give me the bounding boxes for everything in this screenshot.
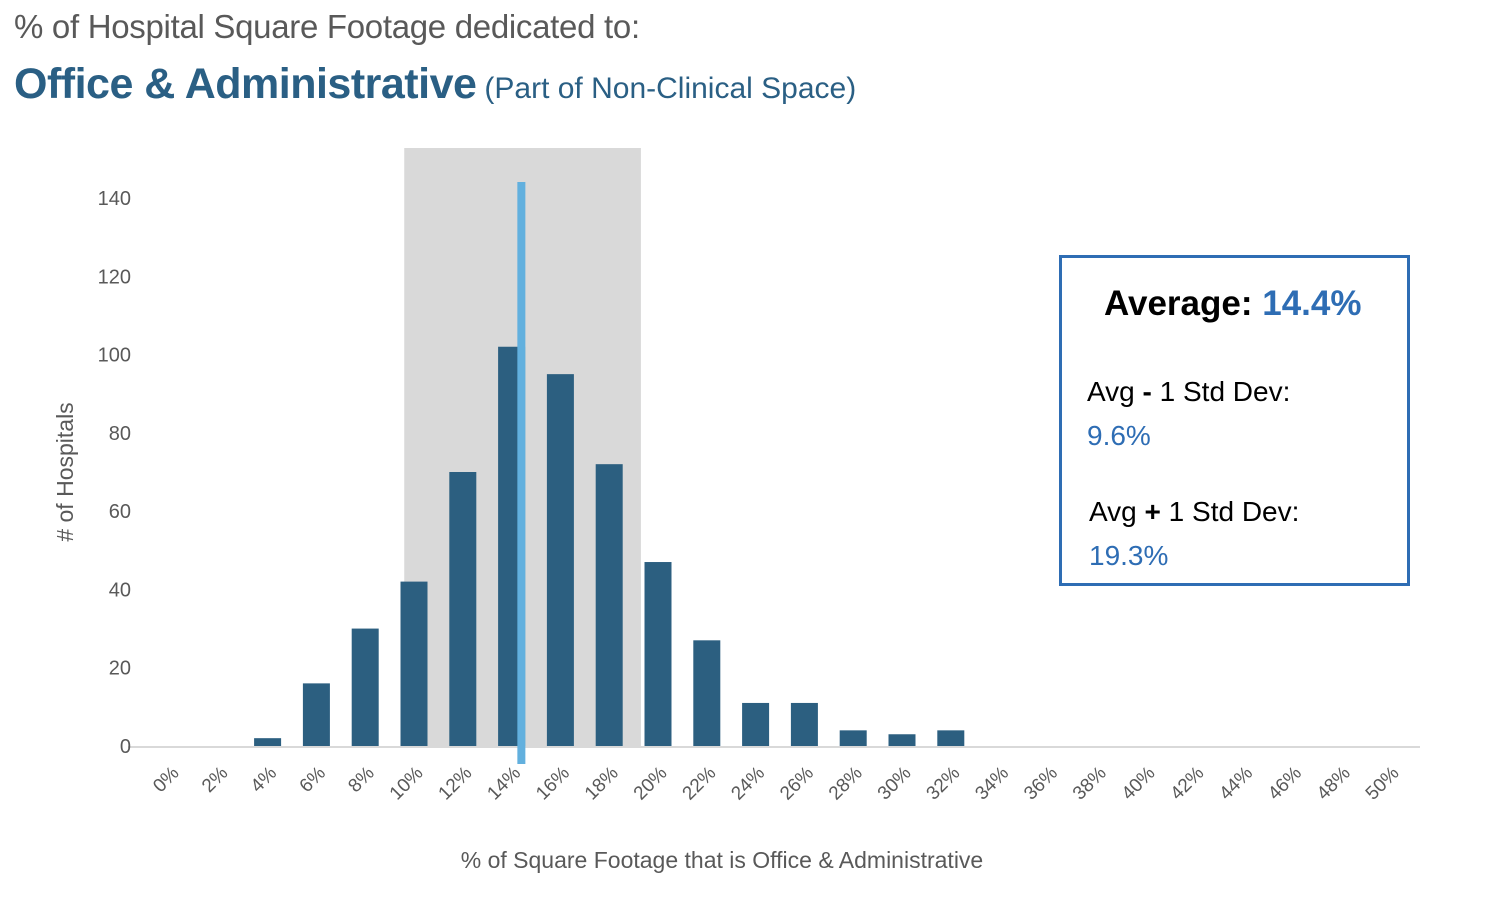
- chart-supertitle: % of Hospital Square Footage dedicated t…: [14, 8, 640, 45]
- plus-std-label-post: 1 Std Dev:: [1160, 496, 1300, 527]
- x-tick-label: 26%: [776, 763, 818, 805]
- x-axis-title: % of Square Footage that is Office & Adm…: [461, 847, 983, 873]
- minus-std-label-post: 1 Std Dev:: [1151, 376, 1291, 407]
- bar-12pct: [449, 472, 477, 746]
- bar-28pct: [839, 730, 867, 746]
- x-tick-label: 38%: [1069, 763, 1111, 805]
- x-tick-label: 48%: [1313, 763, 1355, 805]
- minus-std-label-pre: Avg: [1087, 376, 1143, 407]
- y-tick-label: 60: [109, 501, 131, 523]
- x-tick-label: 6%: [296, 763, 330, 797]
- minus-sign: -: [1142, 376, 1152, 407]
- x-tick-label: 30%: [874, 763, 916, 805]
- x-tick-label: 32%: [923, 763, 965, 805]
- bar-10pct: [400, 581, 428, 746]
- x-tick-label: 42%: [1167, 763, 1209, 805]
- chart-title-main: Office & Administrative: [14, 60, 477, 108]
- minus-std-value: 9.6%: [1087, 420, 1151, 451]
- average-value: 14.4%: [1262, 284, 1362, 323]
- x-tick-label: 8%: [344, 763, 378, 797]
- x-tick-label: 34%: [971, 763, 1013, 805]
- average-stat: Average: 14.4%: [1104, 284, 1361, 324]
- plus-std-label: Avg + 1 Std Dev:: [1089, 496, 1299, 528]
- x-tick-label: 28%: [825, 763, 867, 805]
- chart-title: Office & Administrative (Part of Non-Clin…: [14, 60, 856, 109]
- x-tick-label: 40%: [1118, 763, 1160, 805]
- y-axis-title: # of Hospitals: [52, 402, 78, 541]
- x-tick-label: 14%: [483, 763, 525, 805]
- x-tick-label: 44%: [1215, 763, 1257, 805]
- bar-26pct: [790, 702, 818, 746]
- x-tick-label: 22%: [679, 763, 721, 805]
- x-tick-label: 20%: [630, 763, 672, 805]
- plus-sign: +: [1144, 496, 1161, 527]
- average-line: [517, 182, 526, 764]
- minus-std-label: Avg - 1 Std Dev:: [1087, 376, 1290, 408]
- y-tick-label: 140: [98, 188, 131, 210]
- y-tick-label: 40: [109, 579, 131, 601]
- x-tick-label: 0%: [149, 763, 183, 797]
- x-tick-label: 4%: [247, 763, 281, 797]
- bar-16pct: [546, 374, 574, 746]
- bar-8pct: [351, 628, 379, 746]
- y-tick-label: 100: [98, 345, 131, 367]
- y-tick-label: 120: [98, 266, 131, 288]
- x-tick-label: 18%: [581, 763, 623, 805]
- x-tick-label: 10%: [386, 763, 428, 805]
- bar-18pct: [595, 464, 623, 746]
- x-tick-label: 16%: [532, 763, 574, 805]
- y-tick-label: 20: [109, 658, 131, 680]
- bar-32pct: [937, 730, 965, 746]
- y-tick-label: 80: [109, 423, 131, 445]
- chart-subtitle: (Part of Non-Clinical Space): [484, 72, 857, 105]
- y-tick-label: 0: [120, 736, 131, 758]
- plus-std-label-pre: Avg: [1089, 496, 1145, 527]
- bar-4pct: [254, 738, 282, 746]
- bar-24pct: [742, 702, 770, 746]
- plus-std-value: 19.3%: [1089, 540, 1169, 571]
- bar-22pct: [693, 640, 721, 746]
- x-tick-label: 36%: [1020, 763, 1062, 805]
- x-tick-label: 46%: [1264, 763, 1306, 805]
- bar-6pct: [302, 683, 330, 746]
- x-tick-label: 2%: [198, 763, 232, 797]
- average-label: Average:: [1104, 284, 1253, 323]
- bar-30pct: [888, 734, 916, 746]
- stats-box: Average: 14.4% Avg - 1 Std Dev: 9.6% Avg…: [1059, 255, 1410, 586]
- bar-20pct: [644, 562, 672, 746]
- x-tick-label: 24%: [727, 763, 769, 805]
- x-tick-label: 12%: [435, 763, 477, 805]
- x-tick-label: 50%: [1362, 763, 1404, 805]
